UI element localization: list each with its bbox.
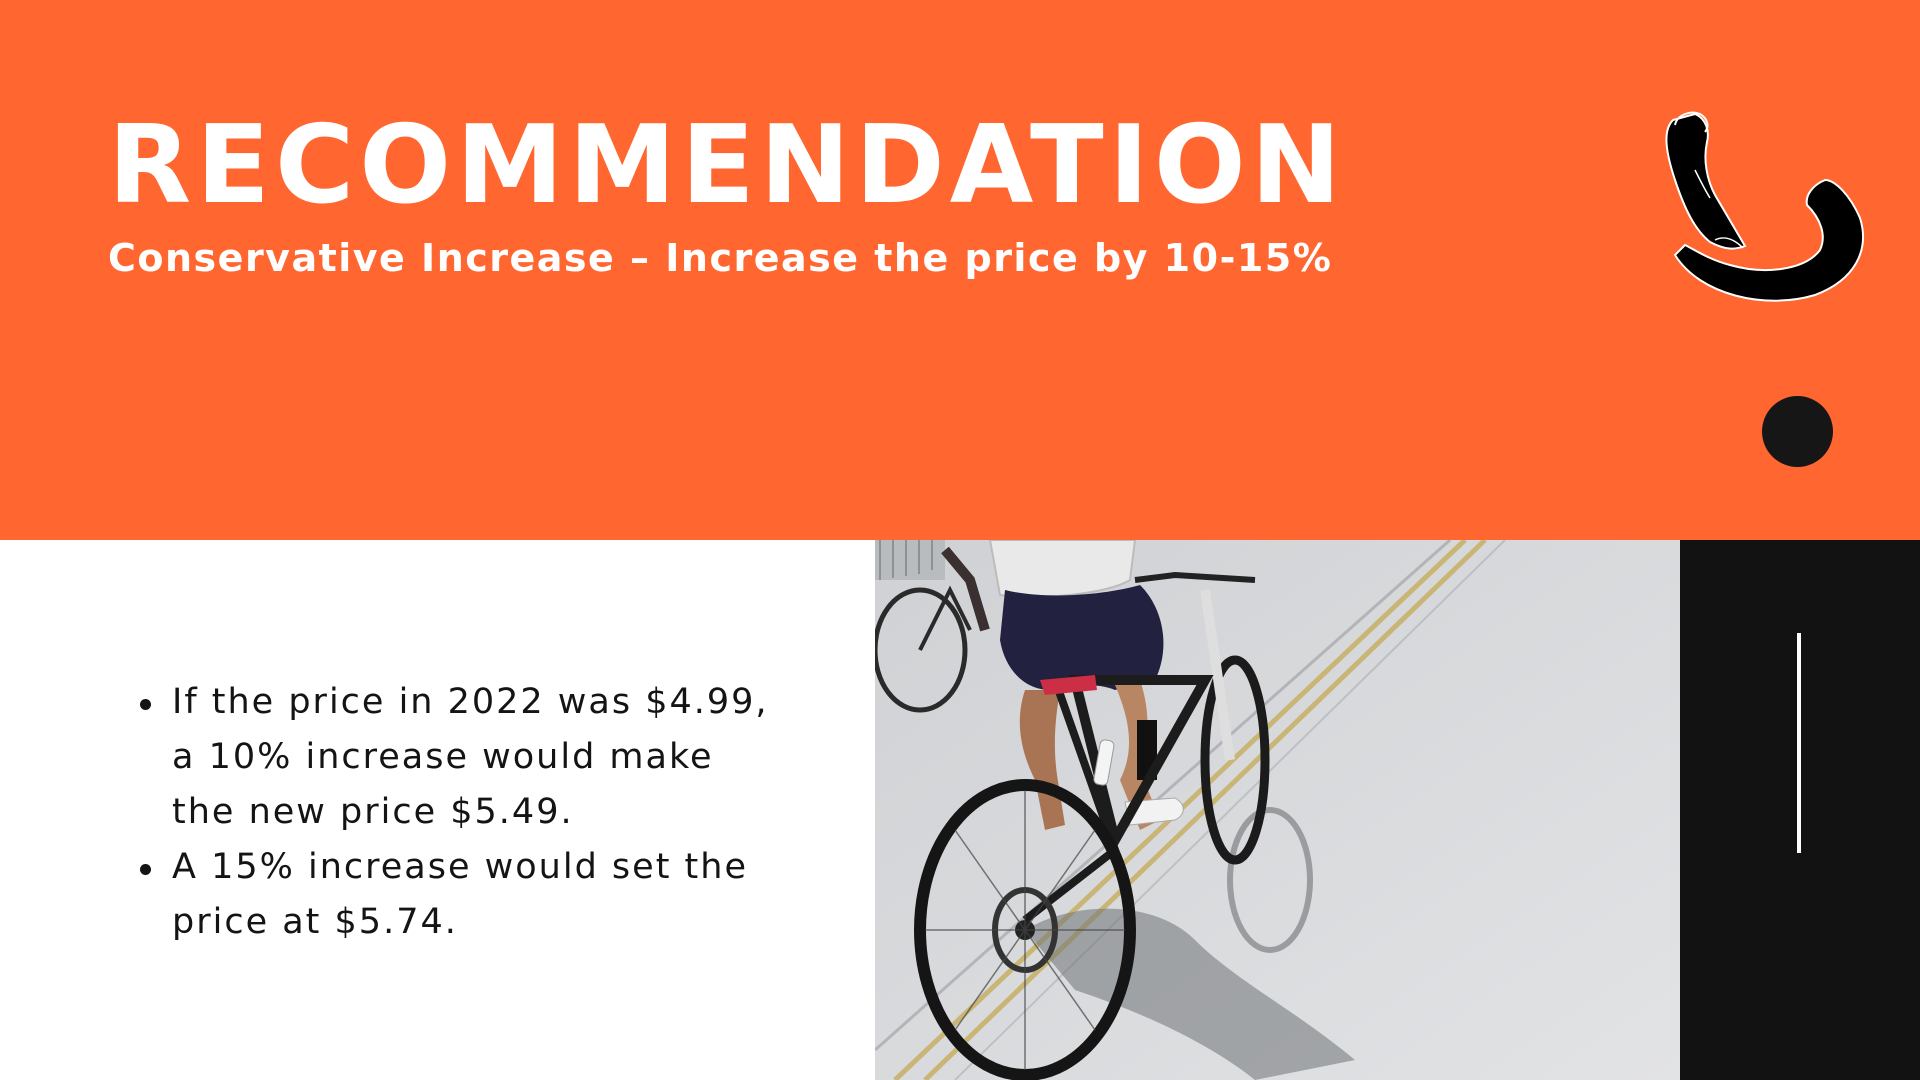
cyclists-on-path-photo <box>875 540 1680 1080</box>
bullet-list: If the price in 2022 was $4.99, a 10% in… <box>130 675 770 950</box>
content-panel: If the price in 2022 was $4.99, a 10% in… <box>0 540 875 1080</box>
decorative-dot <box>1762 396 1833 467</box>
bullet-item: If the price in 2022 was $4.99, a 10% in… <box>130 675 770 840</box>
bullet-item: A 15% increase would set the price at $5… <box>130 840 770 950</box>
side-accent-panel <box>1680 540 1920 1080</box>
slide-subtitle: Conservative Increase – Increase the pri… <box>108 236 1333 280</box>
vertical-divider <box>1797 633 1801 853</box>
slide-title: RECOMMENDATION <box>108 103 1347 228</box>
handlebar-hook-icon <box>1665 111 1864 302</box>
header-banner: RECOMMENDATION Conservative Increase – I… <box>0 0 1920 540</box>
